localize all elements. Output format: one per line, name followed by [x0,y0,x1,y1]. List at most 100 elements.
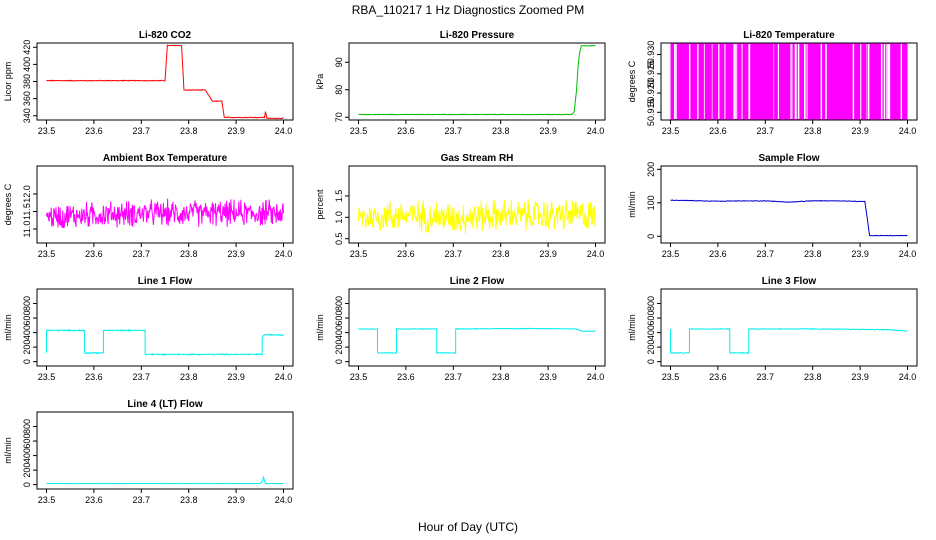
series-group [358,327,596,355]
series-line [358,327,596,355]
x-tick-label: 24.0 [899,126,917,136]
series-group [357,198,597,234]
y-tick-label: 0 [334,359,344,364]
x-tick-label: 23.6 [85,249,103,259]
chart-panel-2: Li-820 Pressure 23.5 23.6 23.7 23.8 23.9 24.0 7… [315,30,606,136]
series-line [45,328,284,356]
x-tick-label: 23.8 [180,372,198,382]
plot-frame [348,42,606,121]
x-tick-label: 23.8 [492,372,510,382]
y-tick-label: 50.930 [646,41,656,69]
series-group [358,44,596,116]
y-axis-label: degrees C [627,60,637,102]
y-tick-label: 400 [22,448,32,463]
chart-panel-7: Line 1 Flow 23.5 23.6 23.7 23.8 23.9 24.0 0 2004… [3,276,294,382]
x-tick-label: 23.9 [539,126,557,136]
chart-panel-4: Ambient Box Temperature 23.5 23.6 23.7 23.8 2… [3,153,294,259]
y-tick-label: 50.915 [646,99,656,127]
panel-title: Gas Stream RH [441,153,514,164]
y-tick-label: 0 [646,359,656,364]
y-tick-label: 420 [22,40,32,55]
x-tick-label: 23.7 [133,495,151,505]
series-line [46,475,284,485]
series-group [46,475,284,485]
y-tick-label: 340 [22,108,32,123]
y-tick-label: 200 [22,340,32,355]
x-tick-label: 23.9 [227,495,245,505]
y-tick-label: 400 [22,57,32,72]
series-band [670,43,908,120]
panel-title: Line 1 Flow [138,276,193,287]
y-tick-label: 50.920 [646,79,656,107]
y-tick-label: 800 [22,419,32,434]
x-tick-label: 23.7 [445,372,463,382]
x-tick-label: 23.9 [851,126,869,136]
chart-panel-5: Gas Stream RH 23.5 23.6 23.7 23.8 23.9 24.0 0.5… [315,153,606,259]
series-group [45,328,284,356]
chart-panel-9: Line 3 Flow 23.5 23.6 23.7 23.8 23.9 24.0 0 2004… [627,276,918,382]
x-tick-label: 23.5 [350,372,368,382]
y-tick-label: 360 [22,91,32,106]
series-group [670,199,908,237]
y-axis-label: ml/min [627,191,637,218]
figure-title: RBA_110217 1 Hz Diagnostics Zoomed PM [352,3,585,17]
y-tick-label: 11.0 [22,221,32,238]
x-tick-label: 23.8 [180,495,198,505]
y-axis-label: ml/min [315,314,325,341]
x-tick-label: 23.6 [85,495,103,505]
y-tick-label: 12.0 [22,185,32,203]
y-tick-label: 0 [22,482,32,487]
x-tick-label: 23.6 [85,126,103,136]
y-tick-label: 0 [646,234,656,239]
y-tick-label: 600 [334,311,344,326]
x-tick-label: 23.5 [350,126,368,136]
x-tick-label: 24.0 [899,249,917,259]
y-tick-label: 200 [646,340,656,355]
y-tick-label: 380 [22,74,32,89]
x-tick-label: 23.7 [445,126,463,136]
x-tick-label: 23.7 [757,126,775,136]
y-tick-label: 50.925 [646,60,656,88]
series-group [45,198,285,229]
x-tick-label: 23.7 [133,249,151,259]
plot-frame [660,165,918,244]
plot-frame [36,288,294,367]
x-tick-label: 23.6 [709,126,727,136]
figure-x-axis-label: Hour of Day (UTC) [418,520,518,534]
panel-title: Line 3 Flow [762,276,817,287]
x-tick-label: 23.7 [445,249,463,259]
chart-panel-10: Line 4 (LT) Flow 23.5 23.6 23.7 23.8 23.9 24.0… [3,399,294,505]
x-tick-label: 23.7 [133,372,151,382]
y-axis-label: kPa [315,74,325,90]
x-tick-label: 23.8 [180,126,198,136]
x-tick-label: 23.5 [38,495,56,505]
panel-title: Li-820 Temperature [743,30,835,41]
x-tick-label: 24.0 [275,126,293,136]
series-line [45,198,285,229]
y-tick-label: 80 [334,85,344,95]
y-tick-label: 0.5 [334,232,344,245]
x-tick-label: 24.0 [275,495,293,505]
x-tick-label: 23.7 [757,249,775,259]
y-tick-label: 800 [334,296,344,311]
x-tick-label: 23.9 [851,372,869,382]
chart-panel-1: Li-820 CO2 23.5 23.6 23.7 23.8 23.9 24.0 340 360… [3,30,294,136]
y-tick-label: 1.0 [334,211,344,224]
y-tick-label: 600 [646,311,656,326]
y-axis-label: ml/min [627,314,637,341]
y-axis-label: Licor ppm [3,62,13,102]
y-tick-label: 600 [22,434,32,449]
x-tick-label: 23.7 [757,372,775,382]
series-line [670,199,908,237]
y-axis-label: percent [315,189,325,220]
x-tick-label: 23.8 [492,249,510,259]
series-group [670,43,908,120]
x-tick-label: 23.5 [662,372,680,382]
y-tick-label: 800 [22,296,32,311]
plot-frame [36,411,294,490]
panel-title: Ambient Box Temperature [103,153,228,164]
x-tick-label: 23.8 [804,249,822,259]
x-tick-label: 23.6 [397,249,415,259]
y-axis-label: ml/min [3,437,13,464]
panel-title: Li-820 Pressure [440,30,515,41]
